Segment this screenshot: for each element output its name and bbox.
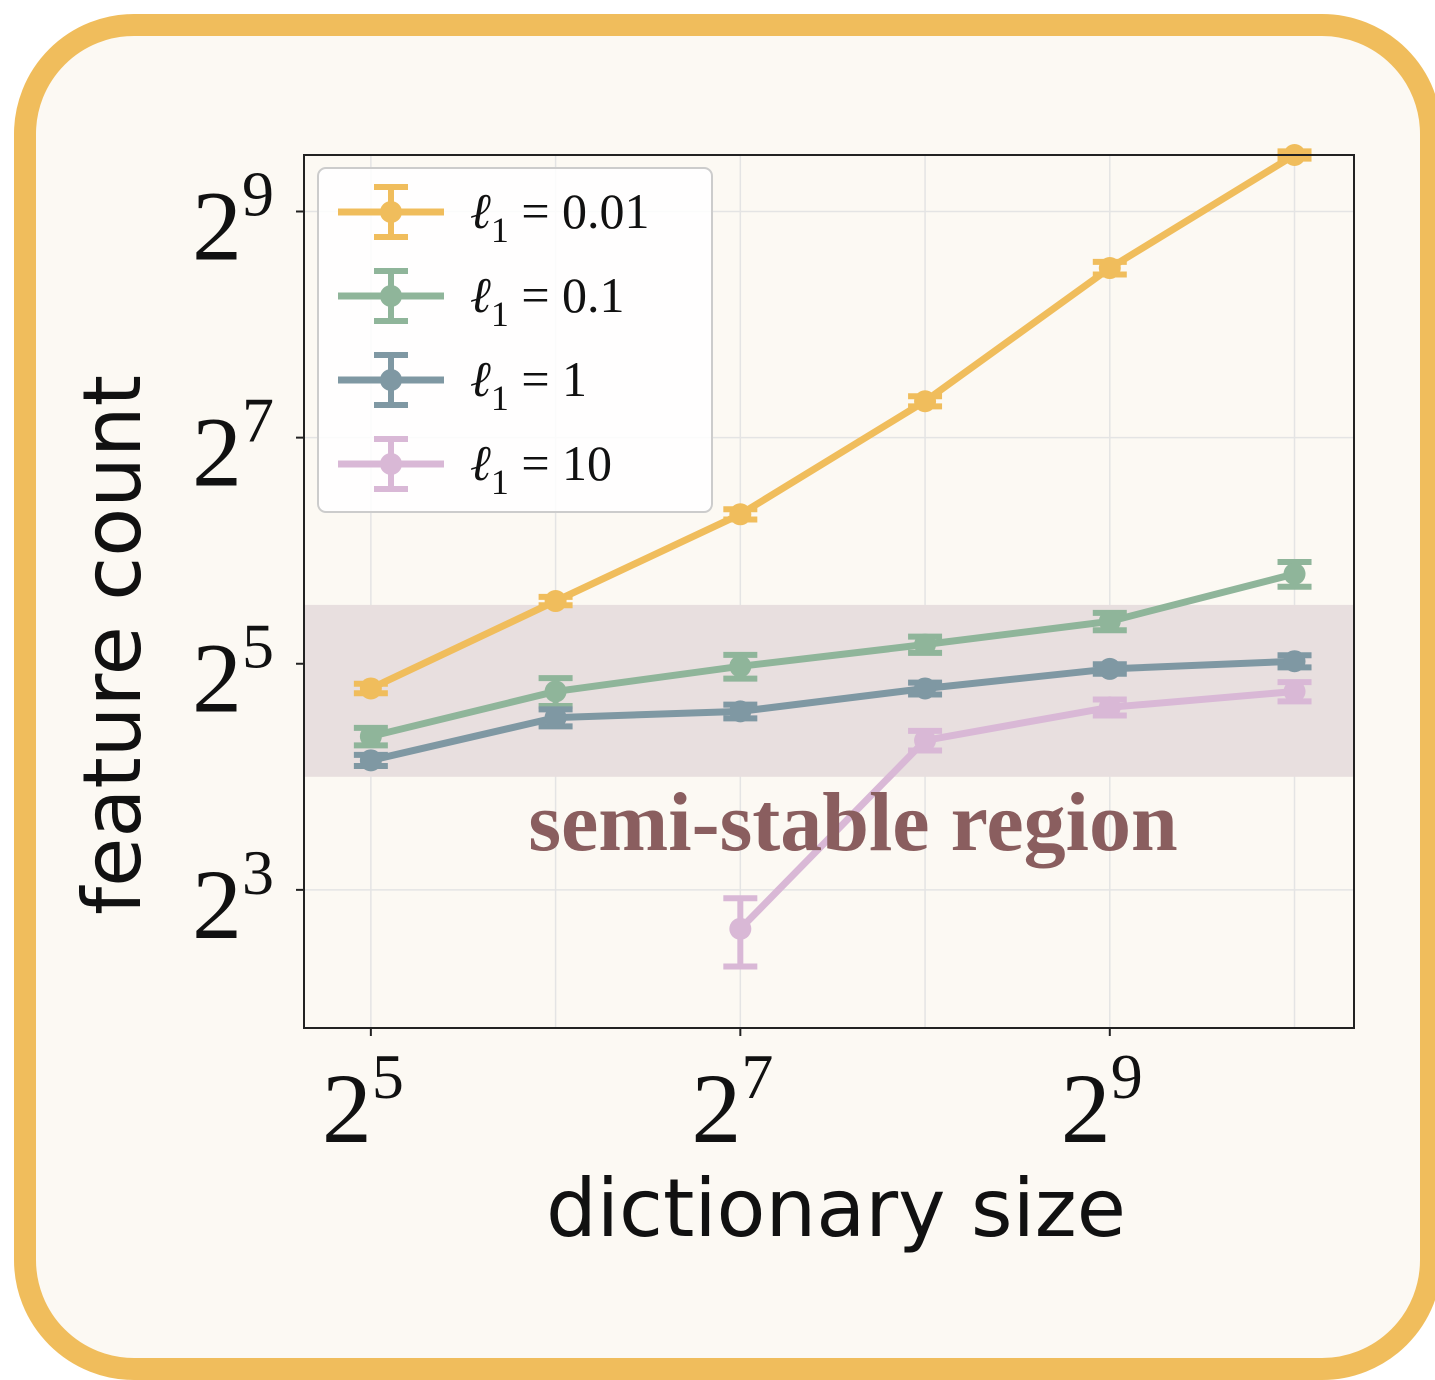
series-3 (723, 679, 1312, 970)
x-tick-label: 29 (1061, 1041, 1143, 1164)
x-axis-label: dictionary size (546, 1162, 1126, 1255)
x-tick-label: 27 (691, 1041, 773, 1164)
data-point (359, 725, 382, 748)
legend-label: ℓ1 = 0.1 (470, 267, 625, 334)
data-point (1283, 562, 1306, 585)
x-ticks: 25 27 29 (322, 1028, 1143, 1164)
data-point (544, 706, 567, 729)
y-tick-label: 23 (192, 837, 274, 960)
data-point (359, 749, 382, 772)
data-point (914, 677, 937, 700)
data-point (1098, 657, 1121, 680)
data-point (544, 680, 567, 703)
data-point (914, 390, 937, 413)
data-point (544, 590, 567, 613)
data-point (359, 677, 382, 700)
series-line (369, 152, 1297, 692)
data-point (1098, 696, 1121, 719)
y-tick-label: 29 (192, 159, 274, 282)
x-tick-label: 25 (322, 1041, 404, 1164)
series-1 (353, 559, 1312, 749)
legend-swatch-marker (380, 369, 402, 391)
legend-item-2[interactable]: ℓ1 = 1 (338, 351, 587, 418)
data-point (914, 633, 937, 656)
data-point (1283, 680, 1306, 703)
legend-label: ℓ1 = 10 (470, 435, 612, 502)
legend-label: ℓ1 = 1 (470, 351, 587, 418)
semi-stable-band (304, 604, 1354, 777)
data-point (1283, 650, 1306, 673)
legend-swatch-marker (380, 201, 402, 223)
data-point (1098, 257, 1121, 280)
series-0 (353, 144, 1312, 700)
y-axis-label: feature count (66, 375, 159, 915)
series-layer (353, 144, 1312, 970)
legend-label: ℓ1 = 0.01 (470, 183, 650, 250)
band-label: semi-stable region (528, 776, 1177, 869)
legend-item-3[interactable]: ℓ1 = 10 (338, 435, 612, 502)
legend-box (317, 167, 713, 513)
series-2 (353, 650, 1312, 772)
legend-swatch-marker (380, 453, 402, 475)
legend-item-0[interactable]: ℓ1 = 0.01 (338, 183, 650, 250)
series-line (370, 657, 1295, 764)
legend-item-1[interactable]: ℓ1 = 0.1 (338, 267, 625, 334)
y-ticks: 23 25 27 29 (192, 159, 304, 960)
series-line (737, 687, 1295, 932)
y-tick-label: 27 (192, 385, 274, 508)
plot-frame (303, 154, 1355, 1029)
data-point (729, 503, 752, 526)
y-tick-label: 25 (192, 611, 274, 734)
data-point (729, 700, 752, 723)
data-point (729, 655, 752, 678)
data-point (1098, 610, 1121, 633)
data-point (729, 917, 752, 940)
series-line (370, 570, 1296, 740)
data-point (914, 729, 937, 752)
legend-swatch-marker (380, 285, 402, 307)
legend[interactable]: ℓ1 = 0.01 ℓ1 = 0.1 ℓ1 = 1 ℓ1 = 10 (317, 167, 713, 513)
